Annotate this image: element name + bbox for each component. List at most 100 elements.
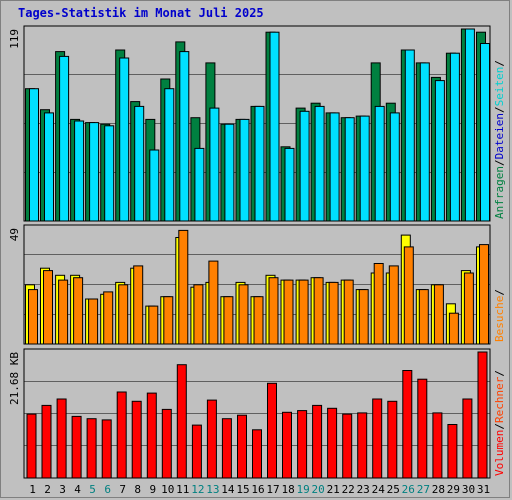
x-tick-label: 8: [134, 483, 141, 496]
bar-dateien-day-17: [269, 31, 280, 222]
legend-entry: /: [493, 423, 506, 430]
legend-entry: Besuche: [493, 296, 506, 342]
y-max-label: 119: [8, 29, 21, 49]
x-tick-label: 27: [417, 483, 430, 496]
legend-top: Anfragen/Dateien/Seiten/: [493, 60, 506, 219]
legend-entry: /: [493, 60, 506, 67]
bar-besuche-day-14: [223, 296, 234, 345]
x-tick-label: 2: [44, 483, 51, 496]
bar-dateien-day-2: [44, 112, 54, 222]
bar-dateien-day-20: [314, 105, 325, 222]
bar-volumen-day-16: [252, 429, 262, 479]
bar-dateien-day-15: [239, 118, 250, 222]
legend-entry: Seiten: [493, 67, 506, 107]
bar-besuche-day-4: [73, 277, 84, 345]
x-tick-label: 21: [327, 483, 340, 496]
bar-dateien-day-21: [329, 112, 340, 222]
bar-besuche-day-25: [388, 265, 399, 345]
x-tick-label: 16: [251, 483, 264, 496]
panel-middle: 49 Besuche/: [8, 224, 506, 345]
x-tick-label: 23: [357, 483, 370, 496]
bar-besuche-day-13: [208, 260, 219, 345]
bar-volumen-day-30: [462, 398, 473, 479]
x-tick-label: 24: [372, 483, 386, 496]
bar-besuche-day-23: [358, 289, 369, 345]
x-axis-labels: 1 2 3 4 5 6 7 8 9 10 11 12 13 14 15 16 17 18 19 20 21 22 23 24 2…: [29, 483, 490, 496]
x-tick-label: 10: [161, 483, 174, 496]
bar-volumen-day-24: [372, 398, 383, 479]
bar-besuche-day-24: [373, 263, 384, 345]
bar-volumen-day-28: [432, 412, 443, 479]
bar-besuche-day-20: [313, 277, 324, 345]
y-max-label: 21.68 KB: [8, 352, 21, 405]
bar-besuche-day-15: [238, 284, 249, 345]
bar-dateien-day-7: [119, 57, 130, 222]
bar-besuche-day-9: [148, 305, 159, 345]
bar-besuche-day-29: [448, 312, 459, 345]
bar-volumen-day-3: [56, 398, 67, 479]
bar-dateien-day-27: [419, 62, 430, 222]
legend-entry: /: [493, 370, 506, 377]
bar-dateien-day-22: [344, 117, 355, 222]
bar-volumen-day-8: [131, 400, 142, 479]
x-tick-label: 11: [176, 483, 189, 496]
bar-dateien-day-1: [29, 88, 39, 222]
x-tick-label: 13: [206, 483, 219, 496]
bar-volumen-day-5: [86, 418, 97, 479]
bar-dateien-day-14: [224, 123, 235, 222]
bar-besuche-day-3: [58, 279, 69, 345]
bar-besuche-day-5: [88, 298, 99, 345]
bar-dateien-day-5: [89, 122, 100, 222]
x-tick-label: 25: [387, 483, 400, 496]
x-tick-label: 28: [432, 483, 445, 496]
bar-volumen-day-22: [342, 413, 353, 479]
bar-volumen-day-31: [477, 351, 488, 479]
bar-besuche-day-6: [103, 291, 114, 345]
bar-dateien-day-31: [480, 43, 490, 222]
bar-volumen-day-10: [161, 408, 172, 479]
bar-volumen-day-2: [41, 404, 52, 479]
x-tick-label: 3: [59, 483, 66, 496]
bar-dateien-day-9: [149, 149, 160, 222]
bar-dateien-day-29: [449, 52, 460, 222]
legend-entry: /: [493, 106, 506, 113]
bar-volumen-day-25: [387, 400, 398, 479]
bar-besuche-day-12: [193, 284, 204, 345]
x-tick-label: 14: [221, 483, 235, 496]
bar-volumen-day-23: [357, 412, 368, 479]
bar-dateien-day-24: [374, 105, 385, 222]
x-tick-label: 30: [462, 483, 475, 496]
legend-entry: Rechner: [493, 376, 506, 423]
x-tick-label: 15: [236, 483, 249, 496]
bar-volumen-day-26: [402, 370, 413, 479]
x-tick-label: 9: [149, 483, 156, 496]
bar-volumen-day-4: [71, 415, 82, 479]
bar-dateien-day-26: [404, 49, 415, 222]
x-tick-label: 19: [296, 483, 309, 496]
bar-dateien-day-3: [59, 55, 70, 222]
bar-dateien-day-28: [434, 80, 445, 222]
bar-volumen-day-1: [26, 413, 37, 479]
chart-title: Tages-Statistik im Monat Juli 2025: [18, 6, 264, 20]
panel-top: 119 Anfragen/Dateien/Seiten/: [8, 25, 506, 222]
bar-volumen-day-14: [221, 418, 232, 479]
bar-besuche-day-18: [283, 279, 294, 345]
bar-besuche-day-2: [43, 270, 53, 345]
bar-volumen-day-6: [101, 419, 112, 479]
legend-middle: Besuche/: [493, 289, 506, 342]
x-tick-label: 17: [266, 483, 279, 496]
bar-volumen-day-7: [116, 391, 127, 479]
legend-entry: Volumen: [493, 430, 506, 476]
bar-volumen-day-9: [146, 392, 157, 479]
bar-dateien-day-19: [299, 110, 310, 222]
bar-besuche-day-26: [403, 246, 414, 345]
bar-dateien-day-10: [164, 88, 175, 222]
bar-volumen-day-12: [191, 424, 202, 479]
legend-entry: /: [493, 159, 506, 166]
bar-volumen-day-19: [297, 410, 308, 479]
bar-dateien-day-16: [254, 105, 265, 222]
legend-bottom: Volumen/Rechner/: [493, 370, 506, 476]
x-tick-label: 12: [191, 483, 204, 496]
bar-dateien-day-6: [104, 125, 115, 222]
x-tick-label: 4: [74, 483, 81, 496]
